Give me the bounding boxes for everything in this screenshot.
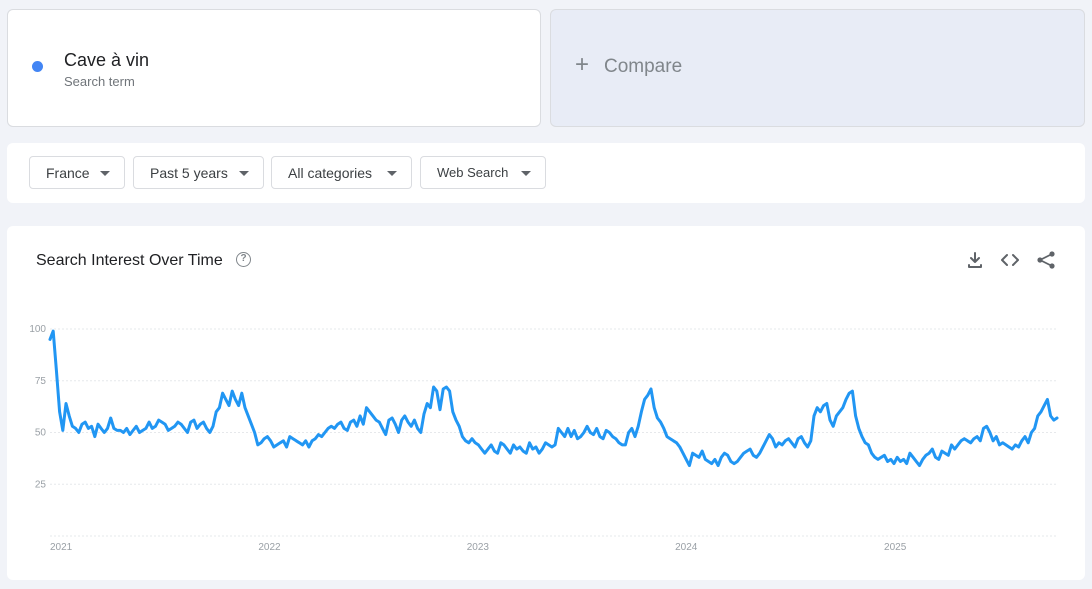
- help-icon[interactable]: ?: [236, 252, 251, 267]
- search-term-card[interactable]: Cave à vin Search term: [7, 9, 541, 127]
- y-tick-label: 50: [35, 428, 47, 439]
- time-filter-dropdown[interactable]: Past 5 years: [133, 156, 264, 189]
- time-filter-label: Past 5 years: [150, 164, 228, 181]
- category-filter-dropdown[interactable]: All categories: [271, 156, 412, 189]
- geo-filter-label: France: [46, 164, 90, 181]
- category-filter-label: All categories: [288, 164, 373, 181]
- y-tick-label: 25: [35, 479, 47, 490]
- y-tick-label: 100: [29, 324, 46, 335]
- caret-down-icon: [239, 171, 249, 176]
- interest-over-time-card: 100 75 50 25 2021 2022 2023 2024 2025 Search Int…: [7, 226, 1085, 580]
- download-icon[interactable]: [963, 248, 987, 272]
- embed-code-icon[interactable]: [998, 248, 1022, 272]
- geo-filter-dropdown[interactable]: France: [29, 156, 125, 189]
- term-name[interactable]: Cave à vin: [64, 50, 150, 70]
- x-tick-label: 2025: [884, 542, 907, 553]
- x-tick-label: 2022: [258, 542, 281, 553]
- term-color-dot: [32, 61, 43, 72]
- x-tick-label: 2023: [467, 542, 490, 553]
- plus-icon: +: [575, 51, 590, 78]
- caret-down-icon: [521, 171, 531, 176]
- y-tick-label: 75: [35, 376, 47, 387]
- caret-down-icon: [100, 171, 110, 176]
- x-tick-label: 2024: [675, 542, 698, 553]
- filter-bar: France Past 5 years All categories Web S…: [7, 143, 1085, 203]
- x-tick-label: 2021: [50, 542, 73, 553]
- compare-button[interactable]: + Compare: [550, 9, 1085, 127]
- compare-label: Compare: [604, 56, 683, 77]
- series-line[interactable]: [48, 329, 1059, 468]
- property-filter-dropdown[interactable]: Web Search: [420, 156, 546, 189]
- chart-title: Search Interest Over Time: [36, 252, 223, 269]
- share-icon[interactable]: [1034, 248, 1058, 272]
- interest-chart[interactable]: 100 75 50 25 2021 2022 2023 2024 2025: [7, 226, 1085, 580]
- term-subtitle: Search term: [64, 74, 135, 89]
- property-filter-label: Web Search: [437, 165, 509, 180]
- caret-down-icon: [387, 171, 397, 176]
